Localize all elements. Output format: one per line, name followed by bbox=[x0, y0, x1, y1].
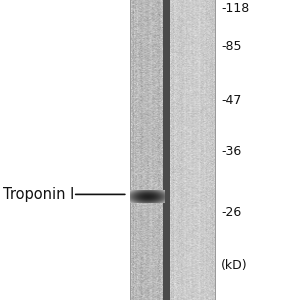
Text: -47: -47 bbox=[221, 94, 241, 107]
Text: -26: -26 bbox=[221, 206, 241, 220]
Text: -85: -85 bbox=[221, 40, 241, 53]
Bar bbox=[163, 0, 170, 300]
Text: -36: -36 bbox=[221, 145, 241, 158]
Text: Troponin I: Troponin I bbox=[3, 187, 74, 202]
Text: (kD): (kD) bbox=[221, 259, 247, 272]
Text: -118: -118 bbox=[221, 2, 249, 16]
